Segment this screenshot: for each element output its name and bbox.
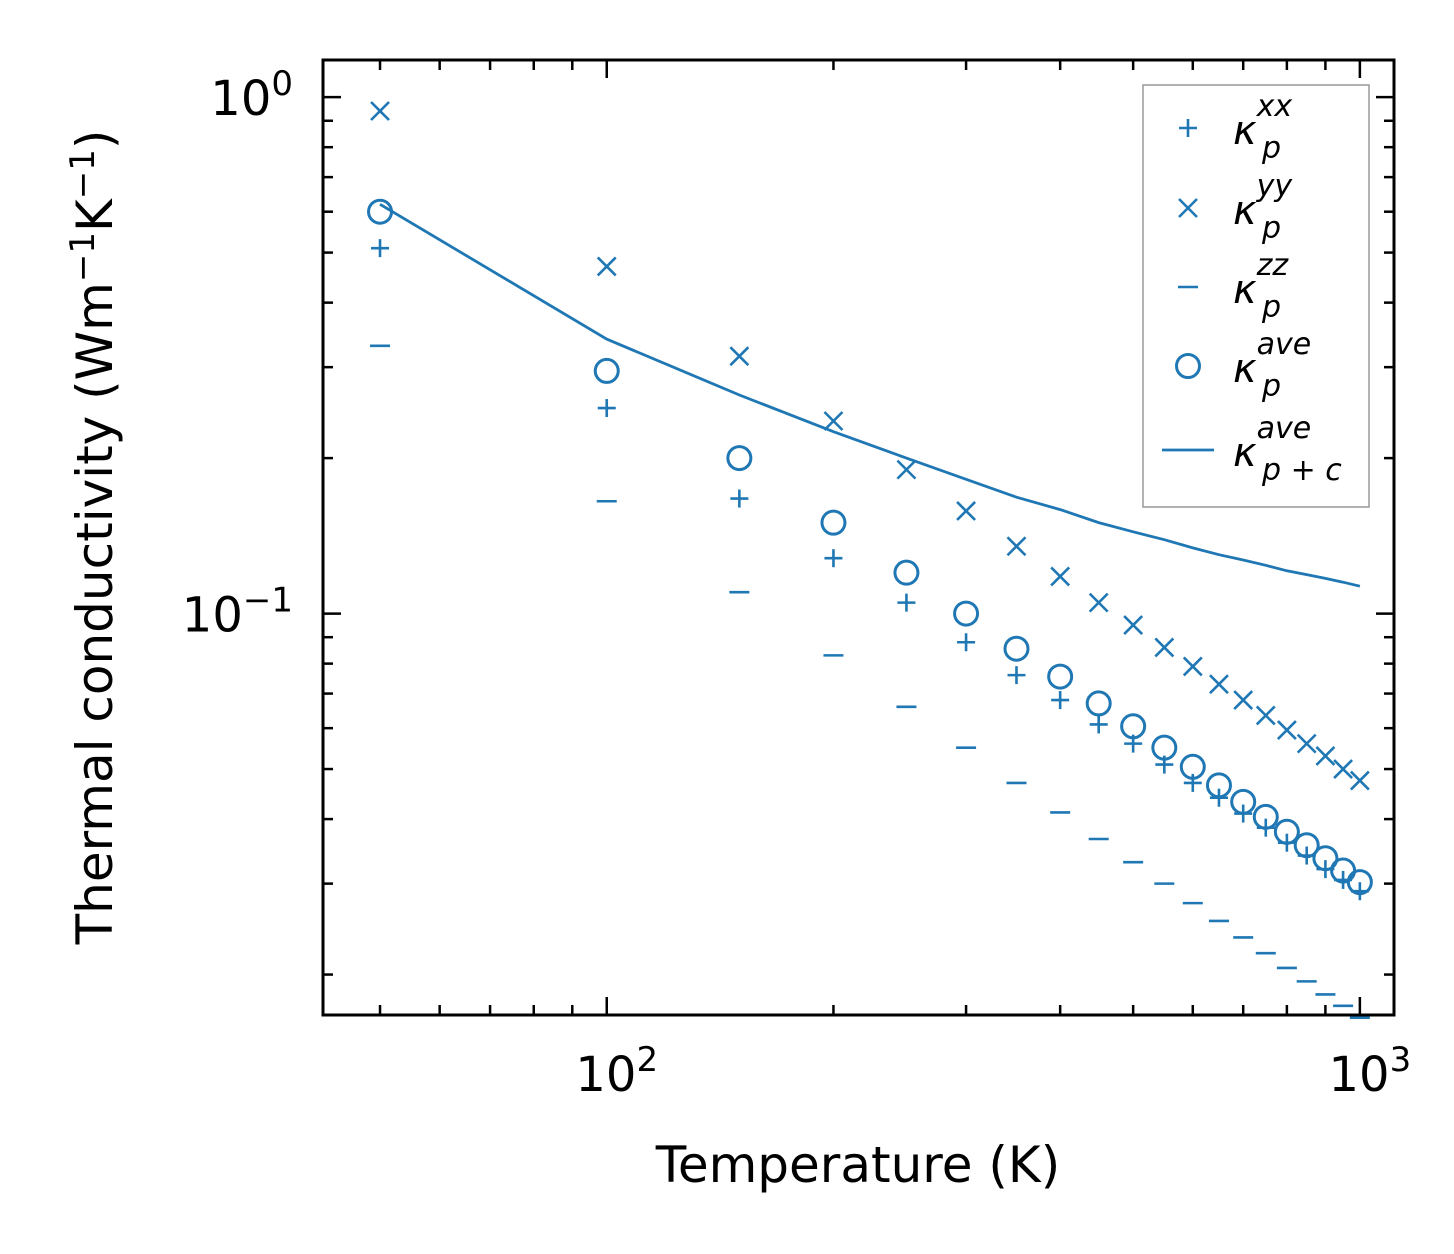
legend-label-ave_c: κave p + c [1233,411,1342,488]
data-point-ave [1312,845,1339,872]
data-point-xx [730,489,749,508]
x-axis-title: Temperature (K) [655,1136,1060,1194]
data-point-yy [1276,720,1297,740]
data-point-yy [1154,637,1175,658]
data-point-yy [729,346,750,367]
data-point-xx [957,633,976,652]
data-point-ave [1085,690,1112,717]
data-point-ave [1179,753,1206,780]
data-point-yy [596,256,617,277]
legend-marker-xx [1179,119,1197,137]
data-point-yy [370,101,390,121]
data-point-yy [1050,566,1071,587]
data-point-ave [820,509,847,536]
data-point-ave [953,600,980,627]
y-tick-label: 100 [210,64,293,127]
data-point-ave [1151,734,1178,761]
tick-labels: 102 103 100 10−1 [182,64,1411,1103]
legend-item-yy: κyy p [1178,169,1293,246]
data-point-ave [1252,803,1279,830]
data-point-xx [1051,691,1070,710]
x-tick-label: 102 [575,1040,658,1103]
data-point-ave [893,559,920,586]
series-ave [367,198,1373,896]
data-point-ave [1230,788,1257,815]
data-point-xx [897,593,916,612]
plot-frame [321,58,1396,1017]
legend-item-xx: κxx p [1179,89,1292,166]
data-point-xx [1089,715,1108,734]
x-tick-label: 103 [1329,1040,1412,1103]
data-point-ave [1346,869,1373,896]
legend-marker-yy [1178,198,1198,218]
series-yy [370,101,1370,791]
data-point-yy [1255,705,1276,726]
data-point-ave [1120,713,1147,740]
legend-label-ave: κave p [1233,327,1311,404]
data-point-ave [593,357,620,384]
data-point-ave [1047,663,1074,690]
data-point-xx [824,549,843,568]
axis-ticks [323,60,1394,1015]
data-point-ave [1293,832,1320,859]
data-point-yy [896,459,917,480]
data-point-xx [1007,666,1026,685]
legend-label-zz: κzz p [1233,248,1289,325]
legend-item-ave_c: κave p + c [1162,411,1342,488]
legend-frame [1142,84,1370,508]
data-point-ave [1273,818,1300,845]
data-point-yy [1315,746,1336,766]
data-point-yy [1349,770,1370,791]
data-point-yy [1296,733,1317,754]
series-zz [370,344,1370,1020]
legend-marker-ave [1175,353,1201,379]
data-point-yy [1233,690,1254,710]
data-point-xx [597,399,616,418]
legend-item-zz: κzz p [1178,248,1289,325]
legend-label-xx: κxx p [1233,89,1292,166]
legend-item-ave: κave p [1175,327,1311,404]
legend-label-yy: κyy p [1233,169,1293,246]
data-point-ave [1205,772,1232,799]
data-point-ave [1003,635,1030,662]
data-point-yy [1006,536,1027,557]
y-axis-title: Thermal conductivity (Wm−1K−1) [63,130,124,946]
data-point-yy [1088,592,1109,613]
plot-area [367,101,1373,1020]
data-point-yy [956,501,976,521]
data-point-yy [1123,615,1144,635]
y-tick-label: 10−1 [182,581,293,644]
data-point-yy [1209,674,1229,695]
data-point-ave [726,445,753,472]
data-point-yy [1182,656,1203,677]
series-ave_c [379,203,1361,588]
data-point-yy [823,411,844,431]
data-point-yy [1333,759,1354,779]
data-point-ave [367,198,394,225]
series-line-ave_c [379,203,1361,588]
data-point-xx [371,239,390,258]
